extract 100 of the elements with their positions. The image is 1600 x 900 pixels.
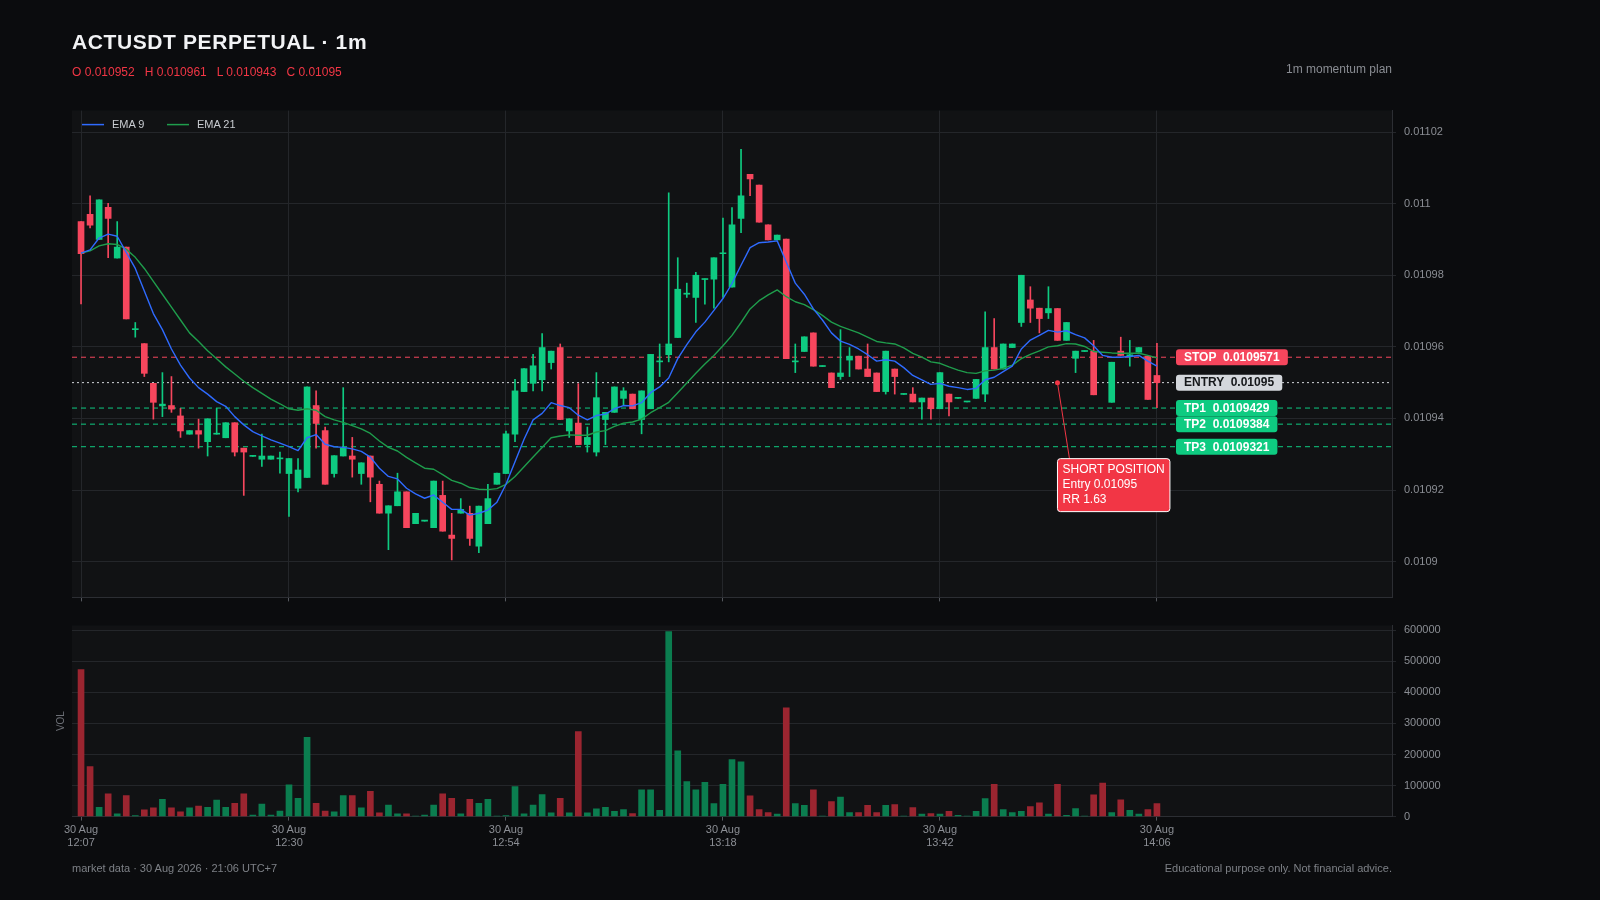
- bar: [828, 801, 835, 817]
- y-tick-label: 0.0109: [1404, 554, 1438, 567]
- y-tick-label: 0.01098: [1404, 268, 1444, 281]
- y-tick-label: 400000: [1404, 685, 1441, 698]
- bar: [1017, 810, 1025, 817]
- y-tick-label: 0.01094: [1404, 411, 1444, 424]
- y-tick-label: 0.011: [1404, 196, 1431, 209]
- bar: [1072, 808, 1079, 817]
- candlestick: [701, 278, 709, 305]
- bar: [728, 759, 736, 817]
- bar: [593, 808, 600, 817]
- text: Educational purpose only. Not financial advice.: [1164, 862, 1392, 874]
- bar: [1090, 794, 1097, 817]
- candlestick: [448, 512, 456, 561]
- y-tick-label: 0.01096: [1404, 339, 1444, 352]
- bar: [999, 809, 1007, 817]
- bar: [204, 806, 211, 817]
- bar: [574, 731, 582, 817]
- bar: [1099, 782, 1107, 817]
- bar: [303, 737, 311, 817]
- bar: [1054, 783, 1061, 817]
- bar: [647, 789, 654, 817]
- bar: [882, 805, 890, 817]
- bar: [141, 809, 148, 817]
- bar: [638, 789, 645, 817]
- candlestick: [719, 217, 727, 298]
- y-tick-label: 500000: [1404, 654, 1441, 667]
- bar: [611, 810, 618, 817]
- bar: [448, 797, 456, 817]
- bar: [77, 669, 85, 817]
- bar: [602, 806, 609, 817]
- candlestick: [1126, 340, 1134, 367]
- chart-subtitle: O 0.010952 H 0.010961 L 0.010943 C 0.01095: [72, 65, 342, 79]
- candlestick: [1153, 342, 1161, 409]
- bar: [620, 809, 627, 817]
- bar: [1117, 799, 1125, 817]
- bar: [403, 813, 410, 817]
- bar: [791, 803, 799, 817]
- bar: [168, 807, 175, 817]
- candlestick: [348, 437, 356, 478]
- candlestick: [665, 192, 673, 363]
- y-tick-label: 0.01102: [1404, 125, 1443, 138]
- bar: [665, 631, 673, 817]
- ref-line-label: STOP 0.0109571: [1184, 350, 1280, 365]
- bar: [656, 810, 663, 817]
- bar: [846, 812, 853, 817]
- bar: [1027, 806, 1034, 817]
- bar: [113, 813, 121, 817]
- bar: [348, 795, 356, 817]
- candlestick: [683, 282, 691, 298]
- bar: [159, 798, 166, 817]
- bar: [520, 813, 528, 817]
- text: market data · 30 Aug 2026 · 21:06 UTC+7: [72, 862, 278, 874]
- bar: [367, 791, 374, 817]
- bar: [213, 799, 220, 817]
- bar: [909, 807, 917, 817]
- x-tick-label: 30 Aug 14:06: [1139, 823, 1175, 849]
- bar: [231, 802, 239, 817]
- legend-label: EMA 9: [112, 117, 145, 130]
- bar: [385, 804, 392, 817]
- ref-line-label: TP2 0.0109384: [1184, 416, 1270, 431]
- bar: [629, 813, 636, 817]
- ref-line-label: TP1 0.0109429: [1184, 400, 1270, 415]
- bar: [674, 750, 682, 817]
- ref-line-label: TP3 0.0109321: [1184, 439, 1270, 454]
- bar: [466, 798, 474, 817]
- bar: [357, 807, 365, 817]
- bar: [439, 793, 447, 817]
- x-tick-label: 30 Aug 13:42: [922, 823, 958, 849]
- bar: [430, 804, 437, 817]
- bar: [855, 812, 862, 817]
- y-axis-title: VOL: [54, 710, 66, 732]
- bar: [1008, 812, 1016, 817]
- bar: [150, 807, 157, 817]
- bar: [801, 805, 808, 817]
- bar: [339, 795, 347, 817]
- y-tick-label: 600000: [1404, 623, 1441, 636]
- bar: [556, 797, 564, 817]
- bar: [1036, 802, 1043, 817]
- legend-label: EMA 21: [197, 117, 236, 130]
- chart-title: ACTUSDT PERPETUAL · 1m: [72, 30, 368, 54]
- y-tick-label: 0: [1404, 809, 1411, 822]
- text: 1m momentum plan: [1285, 62, 1392, 76]
- bar: [222, 806, 230, 817]
- bar: [86, 766, 94, 817]
- candlestick: [240, 447, 248, 496]
- x-tick-label: 30 Aug 13:18: [705, 823, 741, 849]
- bar: [837, 796, 844, 817]
- bar: [990, 783, 998, 817]
- bar: [873, 812, 880, 817]
- ref-line-label: ENTRY 0.01095: [1184, 375, 1275, 390]
- bar: [864, 805, 871, 817]
- bar: [457, 813, 465, 817]
- bar: [122, 795, 130, 817]
- bar: [683, 781, 691, 817]
- bar: [810, 789, 817, 817]
- bar: [1126, 810, 1134, 817]
- bar: [394, 813, 401, 817]
- y-tick-label: 100000: [1404, 778, 1441, 791]
- candlestick: [131, 322, 139, 338]
